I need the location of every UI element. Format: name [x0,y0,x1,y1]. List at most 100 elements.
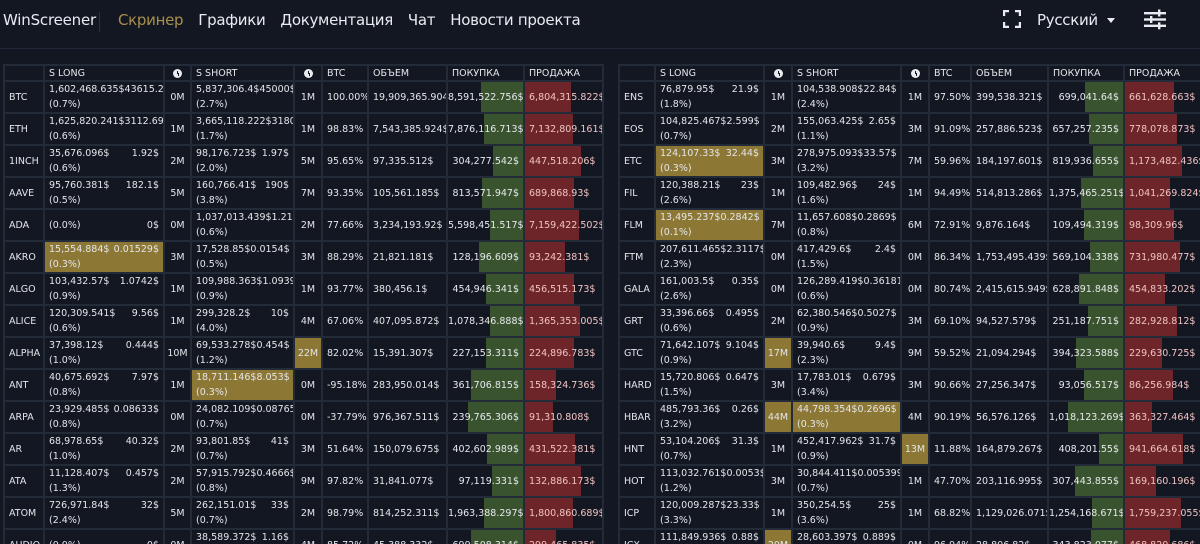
nav-link-news[interactable]: Новости проекта [450,11,581,29]
table-row[interactable]: 1INCH 35,676.096$ (0.6%) 1.92$ 2M 98,176.723… [3,144,604,178]
nav-link-docs[interactable]: Документация [280,11,393,29]
ticker-cell[interactable]: ICX [618,528,656,544]
table-row[interactable]: HOT 113,032.761$ 0.0053$ (1.2%) 3M 30,844.411… [618,464,1200,498]
table-row[interactable]: HNT 53,104.206$ 31.3$ (0.7%) 1M 452,417.962$ 3… [618,432,1200,466]
table-row[interactable]: HARD 15,720.806$ 0.647$ (1.5%) 3M 17,783.01$ 0… [618,368,1200,402]
s-long-price: 2.3117$ [726,244,764,255]
column-header-ticker[interactable] [618,64,656,82]
column-header-s-short[interactable]: S SHORT [791,64,902,82]
column-header-volume[interactable]: ОБЪЕМ [367,64,448,82]
ticker-cell[interactable]: GRT [618,304,656,338]
ticker-cell[interactable]: HBAR [618,400,656,434]
table-row[interactable]: ENS 76,879.95$ (1.8%) 21.9$ 1M 104,538.908$ 2… [618,80,1200,114]
s-long-amount: 23,929.485$ [49,404,110,415]
column-header-sell[interactable]: ПРОДАЖА [1123,64,1200,82]
ticker-cell[interactable]: ALICE [3,304,45,338]
ticker-cell[interactable]: ICP [618,496,656,530]
ticker-cell[interactable]: ADA [3,208,45,242]
ticker-cell[interactable]: ANT [3,368,45,402]
fullscreen-icon[interactable] [1003,10,1021,28]
ticker-cell[interactable]: AR [3,432,45,466]
table-row[interactable]: ICP 120,009.287$ 23.33$ (3.3%) 1M 350,254.5$ … [618,496,1200,530]
ticker-cell[interactable]: BTC [3,80,45,114]
buy-cell: 628,891.848$ [1047,272,1125,306]
table-row[interactable]: FIL 120,388.21$ (2.6%) 23$ 1M 109,482.96$ (1… [618,176,1200,210]
nav-link-charts[interactable]: Графики [198,11,266,29]
s-long-price: 43615.27$ [124,84,164,95]
column-header-buy[interactable]: ПОКУПКА [1047,64,1125,82]
table-row[interactable]: FLM 13,495.237$ 0.2842$ (0.1%) 7M 11,657.608$… [618,208,1200,242]
column-header-long-time[interactable] [763,64,793,82]
column-header-btc-corr[interactable]: BTC [321,64,369,82]
ticker-cell[interactable]: ALGO [3,272,45,306]
table-row[interactable]: ALGO 103,432.57$ 1.0742$ (0.9%) 1M 109,988.36… [3,272,604,306]
nav-link-chat[interactable]: Чат [407,11,436,29]
table-row[interactable]: AR 68,978.65$ (1.0%) 40.32$ 2M 93,801.85$ (0… [3,432,604,466]
s-short-line: 262,151.01$ 33$ [196,499,289,513]
ticker-cell[interactable]: AAVE [3,176,45,210]
ticker-cell[interactable]: ARPA [3,400,45,434]
ticker-cell[interactable]: FLM [618,208,656,242]
s-short-percent: (3.8%) [196,195,228,206]
ticker-cell[interactable]: HARD [618,368,656,402]
table-row[interactable]: ALPHA 37,398.12$ (1.0%) 0.444$ 10M 69,533.27… [3,336,604,370]
column-header-short-time[interactable] [900,64,930,82]
table-row[interactable]: ALICE 120,309.541$ (0.6%) 9.56$ 1M 299,328.2… [3,304,604,338]
ticker-cell[interactable]: AUDIO [3,528,45,544]
table-row[interactable]: ETH1,625,820.241$3112.69$(0.6%)1M3,665,1… [3,112,604,146]
ticker-cell[interactable]: AKRO [3,240,45,274]
column-header-btc-corr[interactable]: BTC [928,64,972,82]
ticker-cell[interactable]: GTC [618,336,656,370]
ticker-cell[interactable]: ETC [618,144,656,178]
s-short-price: 2.65$ [868,116,896,127]
table-row[interactable]: AKRO 15,554.884$ 0.01529$ (0.3%) 3M 17,528.85… [3,240,604,274]
s-short-amount: 69,533.278$ [196,340,257,351]
ticker-cell[interactable]: EOS [618,112,656,146]
nav-link-screener[interactable]: Скринер [118,11,184,29]
table-row[interactable]: FTM 207,611.465$ 2.3117$ (2.3%) 0M 417,429.6$… [618,240,1200,274]
table-row[interactable]: ANT 40,675.692$ (0.8%) 7.97$ 1M 18,711.146$ 8… [3,368,604,402]
ticker-cell[interactable]: GALA [618,272,656,306]
table-row[interactable]: AAVE 95,760.381$ (0.5%) 182.1$ 5M 160,766.41… [3,176,604,210]
language-select[interactable]: Русский [1037,11,1115,29]
short-time-cell: 3M [900,304,930,338]
column-header-long-time[interactable] [163,64,192,82]
table-row[interactable]: GALA 161,003.5$ (2.6%) 0.35$ 0M 126,289.419$… [618,272,1200,306]
brand-logo[interactable]: WinScreener [3,11,96,29]
table-row[interactable]: AUDIO(0.0%)0$0M38,589.372$1.16$(2.0%)4M8… [3,528,604,544]
ticker-cell[interactable]: ATOM [3,496,45,530]
column-header-short-time[interactable] [293,64,323,82]
buy-bar [1081,179,1122,207]
column-header-volume[interactable]: ОБЪЕМ [970,64,1049,82]
ticker-cell[interactable]: FTM [618,240,656,274]
ticker-cell[interactable]: HNT [618,432,656,466]
column-header-sell[interactable]: ПРОДАЖА [523,64,604,82]
ticker-cell[interactable]: ALPHA [3,336,45,370]
column-header-s-long[interactable]: S LONG [654,64,765,82]
table-row[interactable]: ATA 11,128.407$ (1.3%) 0.457$ 2M 57,915.792$… [3,464,604,498]
table-row[interactable]: ETC 124,107.33$ 32.44$ (0.3%) 3M 278,975.093$… [618,144,1200,178]
ticker-cell[interactable]: ENS [618,80,656,114]
ticker-cell[interactable]: ATA [3,464,45,498]
table-row[interactable]: ATOM 726,971.84$ (2.4%) 32$ 5M 262,151.01$ 33… [3,496,604,530]
table-row[interactable]: GTC 71,642.107$ 9.104$ (0.9%) 17M 39,940.6$ (… [618,336,1200,370]
ticker-cell[interactable]: HOT [618,464,656,498]
column-header-ticker[interactable] [3,64,45,82]
column-header-buy[interactable]: ПОКУПКА [446,64,525,82]
table-row[interactable]: EOS 104,825.467$ 2.599$ (0.7%) 2M 155,063.425… [618,112,1200,146]
table-row[interactable]: GRT 33,396.66$ 0.495$ (0.6%) 2M 62,380.546$ 0.… [618,304,1200,338]
table-row[interactable]: ICX111,849.936$0.88$(0.6%)20M28,603.397$… [618,528,1200,544]
table-row[interactable]: ARPA 23,929.485$ 0.08633$ (0.8%) 0M 24,082.10… [3,400,604,434]
table-row[interactable]: BTC1,602,468.635$43615.27$(0.7%)0M5,837,… [3,80,604,114]
long-time-cell: 3M [163,240,192,274]
table-row[interactable]: ADA (0.0%) 0$ 0M 1,037,013.439$1.21$ (0.6%) 2M… [3,208,604,242]
sell-cell: 1,041,269.824$ [1123,176,1200,210]
ticker-cell[interactable]: ETH [3,112,45,146]
sliders-icon[interactable] [1143,9,1167,30]
ticker-cell[interactable]: 1INCH [3,144,45,178]
ticker-cell[interactable]: FIL [618,176,656,210]
column-header-s-long[interactable]: S LONG [43,64,165,82]
s-short-percent: (2.7%) [196,99,228,110]
column-header-s-short[interactable]: S SHORT [190,64,295,82]
table-row[interactable]: HBAR 485,793.36$ 0.26$ (3.2%) 44M 44,798.354$… [618,400,1200,434]
